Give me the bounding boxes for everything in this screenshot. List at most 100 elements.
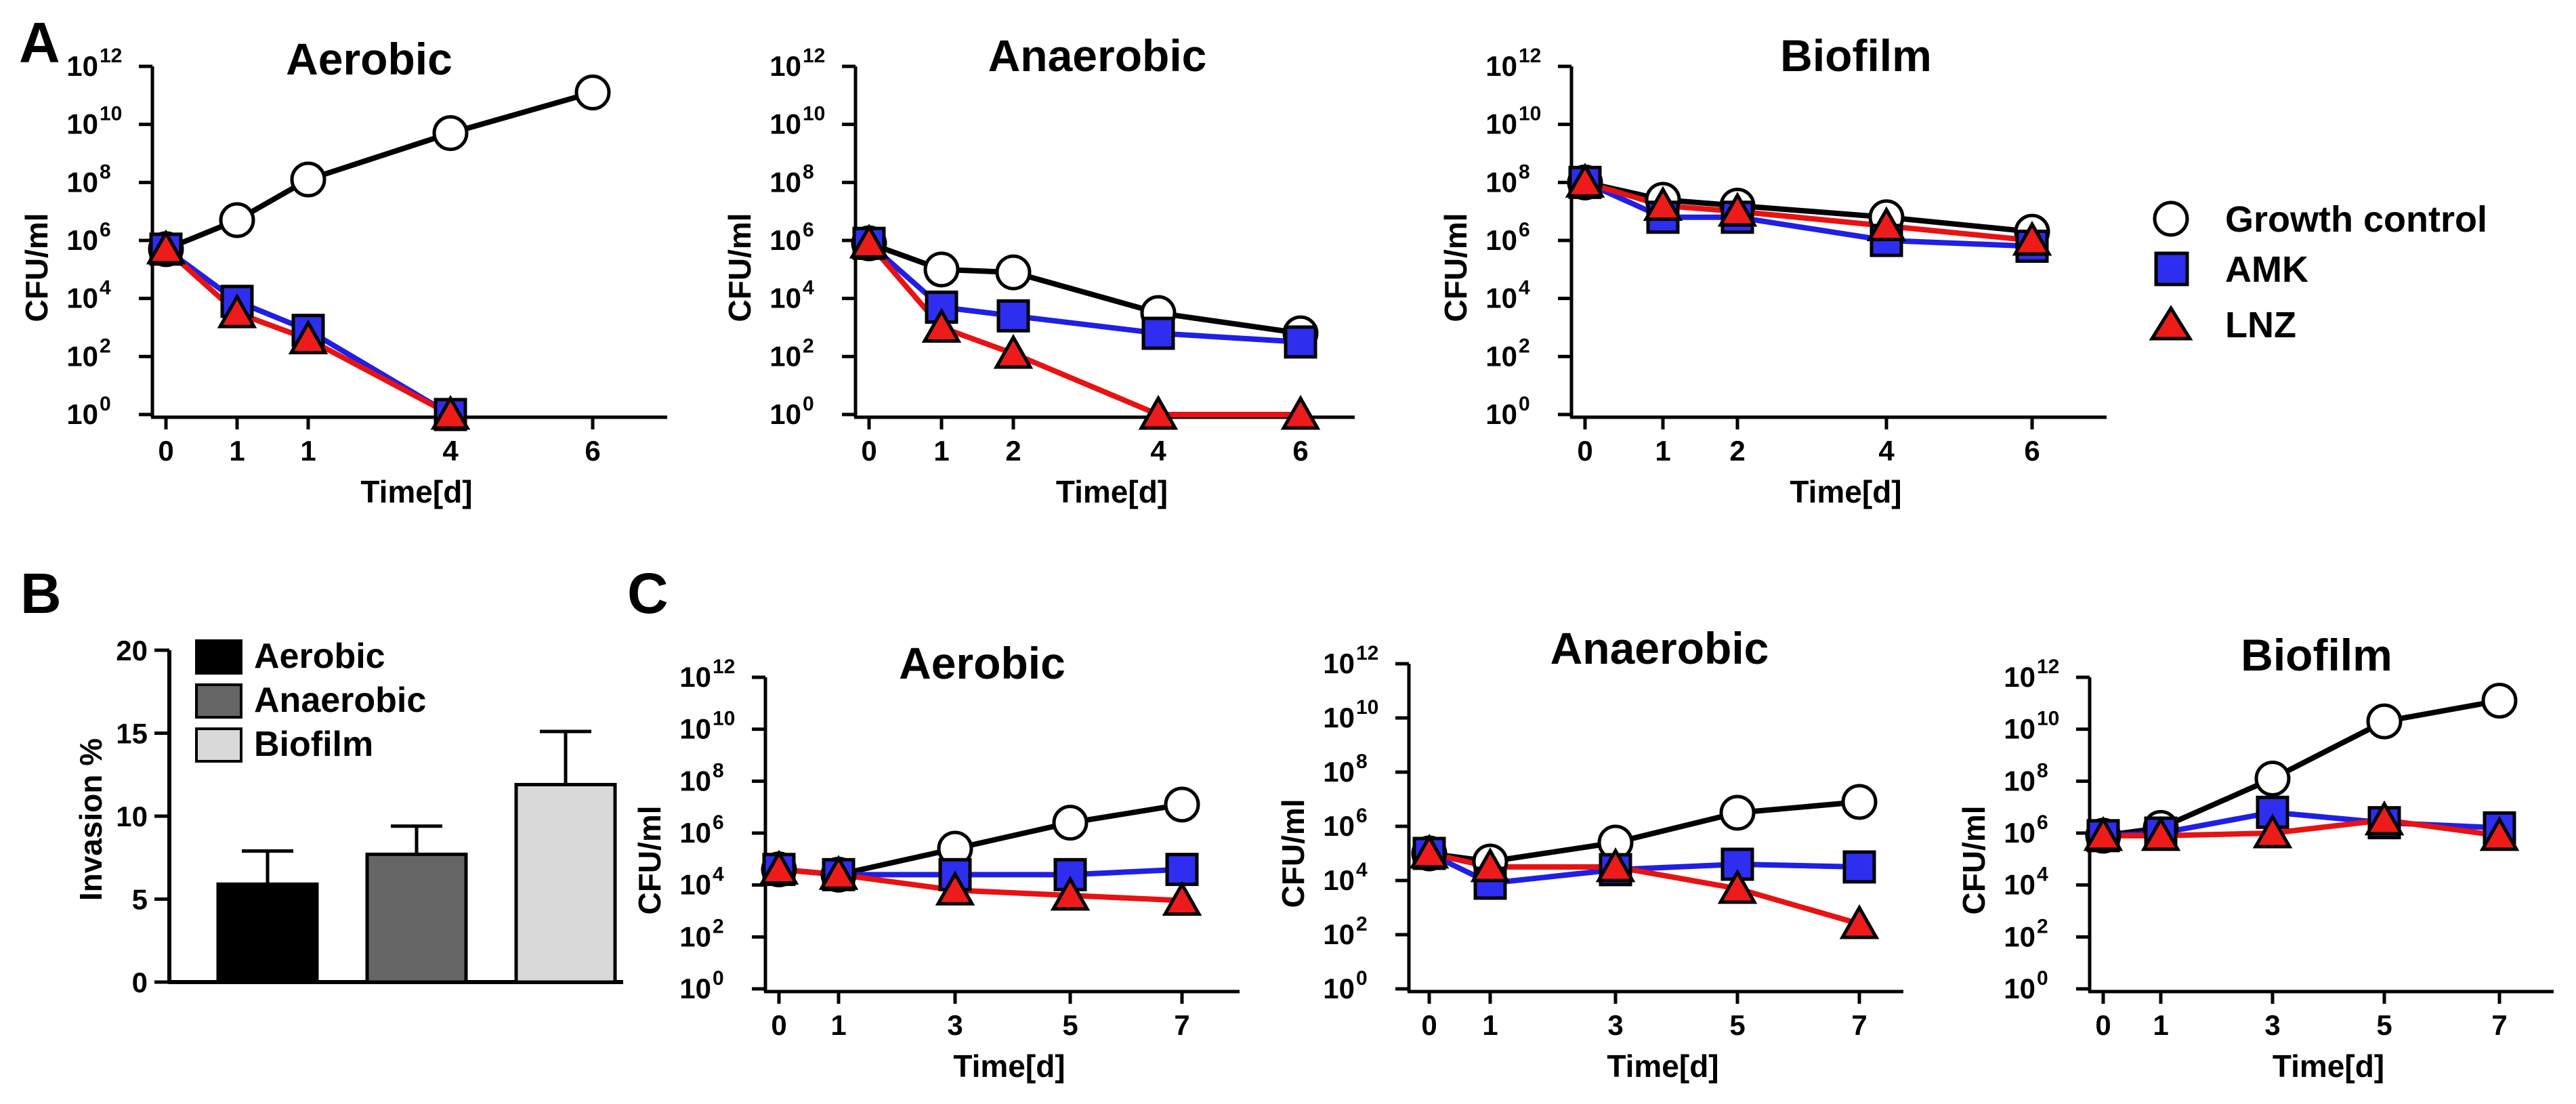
- data-point-amk: [1284, 325, 1317, 359]
- x-tick-label: 1: [1655, 435, 1670, 467]
- y-tick-label: 10: [679, 817, 711, 849]
- x-tick-label: 5: [1062, 1009, 1078, 1041]
- y-tick-exponent: 8: [100, 161, 111, 183]
- legend-swatch-biofilm: [195, 727, 242, 763]
- series-line-amk: [164, 247, 452, 417]
- x-tick-label: 4: [1150, 435, 1166, 467]
- y-tick-label: 5: [132, 884, 148, 916]
- data-point-growth-control: [2481, 683, 2518, 719]
- y-tick-label: 10: [1485, 340, 1517, 372]
- y-tick-label: 10: [1485, 282, 1517, 314]
- legend-label-anaerobic: Anaerobic: [254, 681, 426, 720]
- y-tick-label: 10: [66, 108, 98, 140]
- data-point-amk: [1141, 316, 1175, 350]
- y-tick-label: 10: [1323, 973, 1355, 1004]
- y-tick-exponent: 12: [713, 656, 735, 678]
- y-tick-label: 10: [2004, 973, 2035, 1004]
- legend-amk-marker-icon: [2154, 251, 2189, 286]
- y-tick-exponent: 6: [100, 219, 111, 241]
- y-tick-label: 10: [1323, 810, 1355, 842]
- chart-title: Anaerobic: [1550, 623, 1769, 673]
- data-point-lnz: [993, 333, 1034, 369]
- y-tick-label: 10: [2004, 661, 2035, 693]
- y-tick-exponent: 8: [803, 161, 814, 183]
- y-tick-label: 10: [2004, 817, 2035, 849]
- data-point-lnz: [430, 394, 471, 430]
- chart-title: Anaerobic: [988, 30, 1207, 81]
- data-point-lnz: [818, 855, 859, 890]
- y-tick-label: 10: [1323, 647, 1355, 679]
- data-point-lnz: [1717, 192, 1758, 227]
- y-tick-exponent: 2: [2037, 915, 2048, 937]
- x-tick-label: 2: [1005, 435, 1021, 467]
- y-axis-label: CFU/ml: [1956, 806, 1991, 915]
- legend-amk-label: AMK: [2225, 249, 2308, 290]
- y-tick-exponent: 0: [803, 393, 814, 415]
- y-tick-label: 10: [1485, 50, 1517, 82]
- data-point-lnz: [1470, 847, 1511, 883]
- x-tick-label: 0: [1577, 435, 1592, 467]
- y-tick-exponent: 2: [1356, 913, 1368, 935]
- data-point-lnz: [217, 293, 257, 328]
- data-point-growth-control: [1164, 786, 1200, 823]
- y-tick-exponent: 12: [803, 45, 825, 67]
- x-tick-label: 4: [442, 435, 459, 467]
- y-tick-exponent: 0: [713, 967, 724, 990]
- y-tick-exponent: 12: [1519, 45, 1541, 67]
- x-tick-label: 0: [1421, 1009, 1437, 1041]
- x-tick-label: 0: [771, 1009, 786, 1041]
- y-tick-label: 10: [1485, 224, 1517, 256]
- y-tick-label: 10: [2004, 765, 2035, 797]
- x-tick-label: 6: [2024, 435, 2040, 467]
- y-tick-label: 15: [116, 718, 148, 750]
- x-tick-label: 6: [1292, 435, 1308, 467]
- chart-title: Biofilm: [2241, 630, 2392, 680]
- data-point-lnz: [1138, 394, 1179, 430]
- y-tick-exponent: 2: [803, 335, 814, 357]
- data-point-lnz: [759, 849, 799, 885]
- y-tick-exponent: 4: [713, 864, 724, 886]
- x-axis-label: Time[d]: [1607, 1048, 1718, 1084]
- y-tick-label: 10: [1485, 398, 1517, 430]
- data-point-lnz: [2012, 220, 2052, 256]
- data-point-amk: [1165, 853, 1199, 887]
- x-tick-label: 1: [2153, 1009, 2168, 1041]
- y-tick-label: 10: [66, 340, 98, 372]
- x-tick-label: 3: [2264, 1009, 2280, 1041]
- panel-label-b: B: [20, 561, 62, 625]
- data-point-lnz: [1050, 875, 1091, 911]
- y-axis-label: CFU/ml: [632, 806, 667, 915]
- data-point-lnz: [935, 870, 975, 906]
- y-tick-label: 10: [769, 224, 801, 256]
- y-tick-exponent: 12: [100, 45, 122, 67]
- y-tick-label: 10: [1323, 864, 1355, 896]
- x-tick-label: 0: [861, 435, 877, 467]
- y-tick-label: 10: [66, 166, 98, 198]
- y-tick-label: 10: [769, 282, 801, 314]
- x-tick-label: 1: [830, 1009, 846, 1041]
- y-tick-label: 10: [769, 108, 801, 140]
- y-tick-label: 10: [1323, 918, 1355, 950]
- bar-biofilm: [514, 782, 617, 984]
- y-tick-label: 10: [769, 398, 801, 430]
- legend-label-aerobic: Aerobic: [254, 637, 385, 676]
- series-legend: Growth control AMK LNZ: [2149, 199, 2487, 345]
- y-tick-exponent: 0: [2037, 967, 2048, 990]
- y-tick-exponent: 8: [2037, 759, 2048, 782]
- y-tick-exponent: 12: [2037, 656, 2059, 678]
- legend-swatch-aerobic: [195, 639, 242, 675]
- bar-aerobic: [216, 882, 319, 984]
- data-point-growth-control: [1719, 794, 1756, 831]
- data-point-lnz: [1162, 880, 1202, 916]
- data-point-lnz: [2252, 813, 2293, 849]
- y-tick-exponent: 2: [100, 335, 111, 357]
- y-tick-exponent: 10: [803, 103, 825, 125]
- data-point-lnz: [921, 307, 962, 343]
- y-tick-exponent: 4: [100, 277, 111, 299]
- x-tick-label: 5: [2376, 1009, 2392, 1041]
- y-tick-label: 10: [1485, 166, 1517, 198]
